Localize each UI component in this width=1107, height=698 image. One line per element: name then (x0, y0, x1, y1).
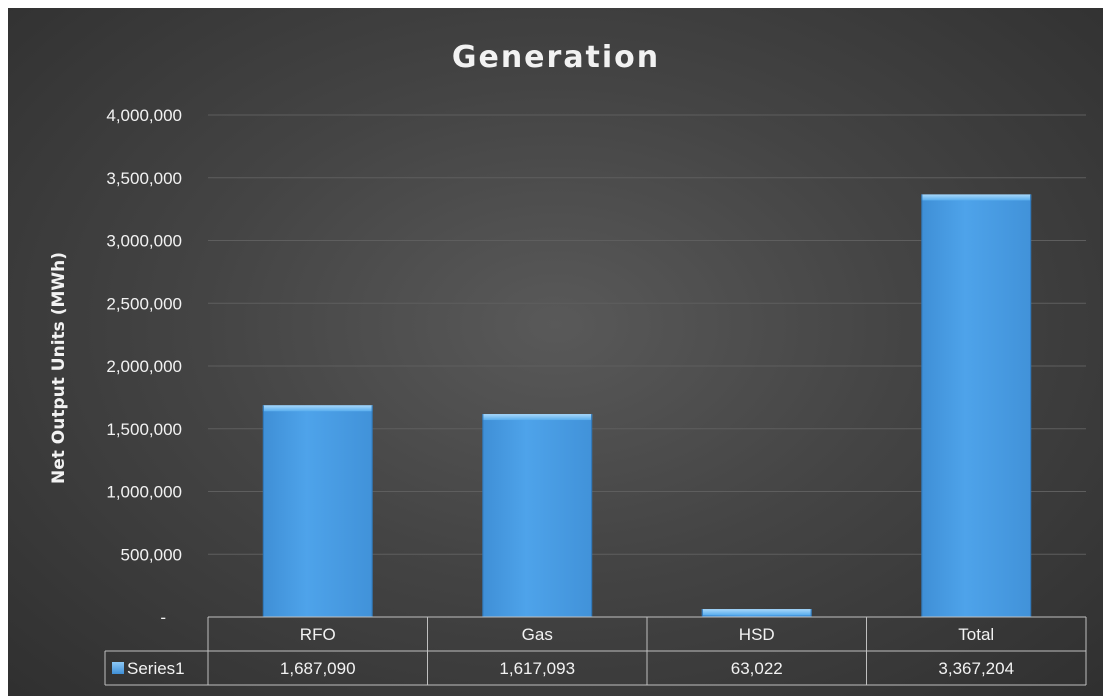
bar-cap (482, 414, 593, 421)
y-tick-label: 1,000,000 (106, 483, 182, 502)
y-tick-label: - (160, 608, 166, 627)
bar-cap (701, 609, 812, 616)
y-tick-label: 2,500,000 (106, 294, 182, 313)
category-label: Gas (522, 625, 553, 644)
bar-cap (262, 405, 373, 412)
y-tick-label: 4,000,000 (106, 106, 182, 125)
data-table: RFO 1,687,090 Gas 1,617,093 HSD 63,022 Total 3,… (104, 616, 1087, 686)
y-tick-label: 1,500,000 (106, 420, 182, 439)
y-tick-label: 3,000,000 (106, 232, 182, 251)
bar-body (921, 194, 1032, 617)
y-axis-title: Net Output Units (MWh) (49, 252, 69, 484)
bar-body (482, 414, 593, 617)
category-label: Total (958, 625, 994, 644)
bars (262, 194, 1032, 617)
bar (921, 194, 1032, 617)
data-label: 63,022 (731, 659, 783, 678)
series-name: Series1 (127, 659, 185, 678)
bar-body (262, 405, 373, 617)
bar (482, 414, 593, 617)
bar (701, 609, 812, 617)
bar (262, 405, 373, 617)
bar-cap (921, 194, 1032, 201)
legend-key (112, 662, 124, 674)
category-label: HSD (739, 625, 775, 644)
y-tick-label: 2,000,000 (106, 357, 182, 376)
data-label: 1,617,093 (499, 659, 575, 678)
data-label: 1,687,090 (280, 659, 356, 678)
y-tick-label: 3,500,000 (106, 169, 182, 188)
y-axis-ticks: - 500,000 1,000,000 1,500,000 2,000,000 2,500… (106, 106, 182, 627)
y-tick-label: 500,000 (121, 545, 182, 564)
data-label: 3,367,204 (938, 659, 1014, 678)
category-label: RFO (300, 625, 336, 644)
chart-title: Generation (452, 40, 660, 75)
